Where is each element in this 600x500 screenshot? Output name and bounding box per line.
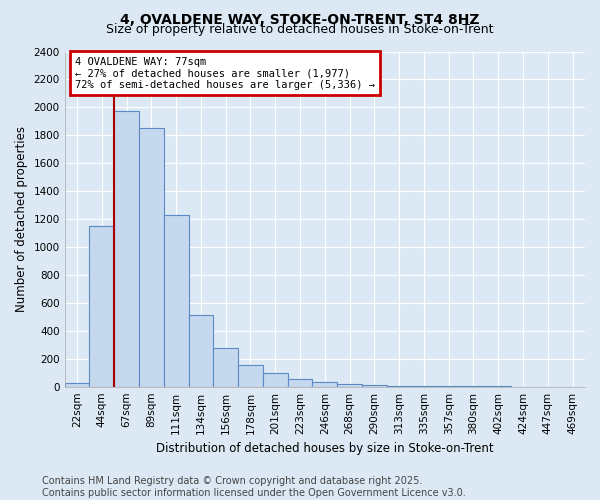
Bar [114, 111, 139, 386]
Bar [188, 316, 214, 386]
Bar [164, 215, 188, 386]
Bar [214, 348, 238, 387]
Text: 4 OVALDENE WAY: 77sqm
← 27% of detached houses are smaller (1,977)
72% of semi-d: 4 OVALDENE WAY: 77sqm ← 27% of detached … [75, 56, 375, 90]
Bar [65, 383, 89, 386]
Text: 4, OVALDENE WAY, STOKE-ON-TRENT, ST4 8HZ: 4, OVALDENE WAY, STOKE-ON-TRENT, ST4 8HZ [120, 12, 480, 26]
Bar [287, 379, 313, 386]
Bar [313, 382, 337, 386]
Text: Size of property relative to detached houses in Stoke-on-Trent: Size of property relative to detached ho… [106, 24, 494, 36]
Bar [139, 128, 164, 386]
Y-axis label: Number of detached properties: Number of detached properties [15, 126, 28, 312]
Bar [89, 226, 114, 386]
Text: Contains HM Land Registry data © Crown copyright and database right 2025.
Contai: Contains HM Land Registry data © Crown c… [42, 476, 466, 498]
X-axis label: Distribution of detached houses by size in Stoke-on-Trent: Distribution of detached houses by size … [156, 442, 494, 455]
Bar [337, 384, 362, 386]
Bar [238, 365, 263, 386]
Bar [263, 372, 287, 386]
